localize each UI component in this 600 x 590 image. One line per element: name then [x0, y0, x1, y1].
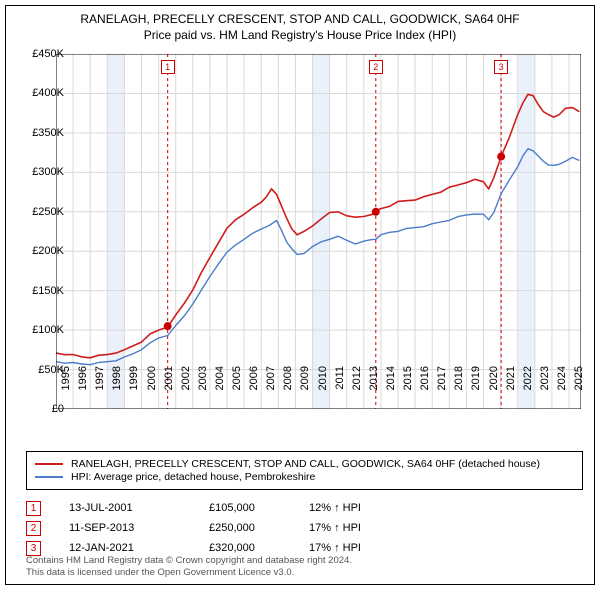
legend-row: HPI: Average price, detached house, Pemb…: [35, 471, 574, 483]
sale-date: 12-JAN-2021: [69, 542, 209, 554]
y-axis-label: £400K: [19, 87, 64, 99]
x-axis-label: 2013: [368, 366, 380, 390]
footnote-line2: This data is licensed under the Open Gov…: [26, 567, 294, 578]
legend-swatch: [35, 463, 63, 465]
x-axis-label: 1999: [128, 366, 140, 390]
footnote: Contains HM Land Registry data © Crown c…: [26, 555, 583, 579]
y-axis-label: £0: [19, 403, 64, 415]
y-axis-label: £50K: [19, 364, 64, 376]
chart-title-address: RANELAGH, PRECELLY CRESCENT, STOP AND CA…: [6, 12, 594, 26]
y-axis-label: £100K: [19, 324, 64, 336]
x-axis-label: 2021: [505, 366, 517, 390]
x-axis-label: 2023: [539, 366, 551, 390]
x-axis-label: 2024: [556, 366, 568, 390]
sale-date: 13-JUL-2001: [69, 502, 209, 514]
x-axis-label: 2006: [248, 366, 260, 390]
x-axis-label: 2000: [146, 366, 158, 390]
x-axis-label: 2020: [488, 366, 500, 390]
sale-diff: 17% ↑ HPI: [309, 522, 409, 534]
sale-number-badge: 2: [26, 521, 41, 536]
y-axis-label: £200K: [19, 245, 64, 257]
x-axis-label: 1996: [77, 366, 89, 390]
title-block: RANELAGH, PRECELLY CRESCENT, STOP AND CA…: [6, 6, 594, 42]
chart-subtitle: Price paid vs. HM Land Registry's House …: [6, 28, 594, 42]
x-axis-label: 2004: [214, 366, 226, 390]
x-axis-label: 2025: [573, 366, 585, 390]
footnote-line1: Contains HM Land Registry data © Crown c…: [26, 555, 352, 566]
x-axis-label: 2022: [522, 366, 534, 390]
chart-frame: RANELAGH, PRECELLY CRESCENT, STOP AND CA…: [5, 5, 595, 585]
x-axis-label: 2017: [436, 366, 448, 390]
y-axis-label: £300K: [19, 166, 64, 178]
y-axis-label: £450K: [19, 48, 64, 60]
x-axis-label: 2007: [265, 366, 277, 390]
x-axis-label: 2018: [453, 366, 465, 390]
legend-box: RANELAGH, PRECELLY CRESCENT, STOP AND CA…: [26, 451, 583, 490]
x-axis-label: 1997: [94, 366, 106, 390]
x-axis-label: 1998: [111, 366, 123, 390]
sale-diff: 17% ↑ HPI: [309, 542, 409, 554]
x-axis-label: 1995: [60, 366, 72, 390]
chart-area: [56, 54, 581, 409]
legend-row: RANELAGH, PRECELLY CRESCENT, STOP AND CA…: [35, 458, 574, 470]
sale-number-badge: 3: [26, 541, 41, 556]
x-axis-label: 2005: [231, 366, 243, 390]
x-axis-label: 2012: [351, 366, 363, 390]
sales-row: 1 13-JUL-2001£105,00012% ↑ HPI: [26, 498, 409, 518]
y-axis-label: £250K: [19, 206, 64, 218]
sale-marker-badge: 3: [494, 60, 508, 74]
x-axis-label: 2011: [334, 366, 346, 390]
x-axis-label: 2003: [197, 366, 209, 390]
legend-label: RANELAGH, PRECELLY CRESCENT, STOP AND CA…: [71, 458, 540, 470]
x-axis-label: 2019: [470, 366, 482, 390]
sale-diff: 12% ↑ HPI: [309, 502, 409, 514]
sale-marker-badge: 1: [161, 60, 175, 74]
x-axis-label: 2002: [180, 366, 192, 390]
sale-price: £105,000: [209, 502, 309, 514]
chart-svg: [56, 54, 581, 409]
y-axis-label: £350K: [19, 127, 64, 139]
x-axis-label: 2010: [317, 366, 329, 390]
sale-price: £250,000: [209, 522, 309, 534]
sale-date: 11-SEP-2013: [69, 522, 209, 534]
sale-marker-badge: 2: [369, 60, 383, 74]
x-axis-label: 2008: [282, 366, 294, 390]
y-axis-label: £150K: [19, 285, 64, 297]
legend-swatch: [35, 476, 63, 478]
x-axis-label: 2014: [385, 366, 397, 390]
sales-row: 2 11-SEP-2013£250,00017% ↑ HPI: [26, 518, 409, 538]
sale-number-badge: 1: [26, 501, 41, 516]
sales-table: 1 13-JUL-2001£105,00012% ↑ HPI 2 11-SEP-201…: [26, 498, 409, 558]
x-axis-label: 2015: [402, 366, 414, 390]
x-axis-label: 2009: [299, 366, 311, 390]
x-axis-label: 2001: [163, 366, 175, 390]
legend-label: HPI: Average price, detached house, Pemb…: [71, 471, 315, 483]
sale-price: £320,000: [209, 542, 309, 554]
x-axis-label: 2016: [419, 366, 431, 390]
